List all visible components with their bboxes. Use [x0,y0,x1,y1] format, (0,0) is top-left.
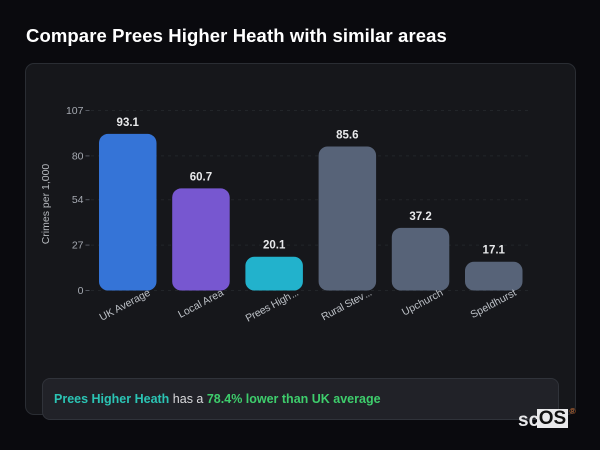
svg-text:Prees High...: Prees High... [244,287,301,325]
svg-text:Local Area: Local Area [176,287,226,321]
svg-text:37.2: 37.2 [409,211,431,223]
svg-text:17.1: 17.1 [483,245,506,257]
svg-text:Upchurch: Upchurch [400,287,445,319]
svg-text:93.1: 93.1 [117,117,140,129]
svg-text:Speldhurst: Speldhurst [468,287,518,321]
svg-text:80: 80 [72,150,84,162]
svg-text:27: 27 [72,240,84,252]
svg-text:20.1: 20.1 [263,240,286,252]
svg-text:UK Average: UK Average [98,287,153,324]
svg-text:60.7: 60.7 [190,171,212,183]
svg-text:85.6: 85.6 [336,130,358,142]
svg-text:Crimes per 1,000: Crimes per 1,000 [40,164,52,245]
svg-text:Rural Stev...: Rural Stev... [319,287,373,323]
svg-text:107: 107 [66,105,84,117]
svg-text:0: 0 [78,285,84,297]
svg-text:54: 54 [72,194,84,206]
